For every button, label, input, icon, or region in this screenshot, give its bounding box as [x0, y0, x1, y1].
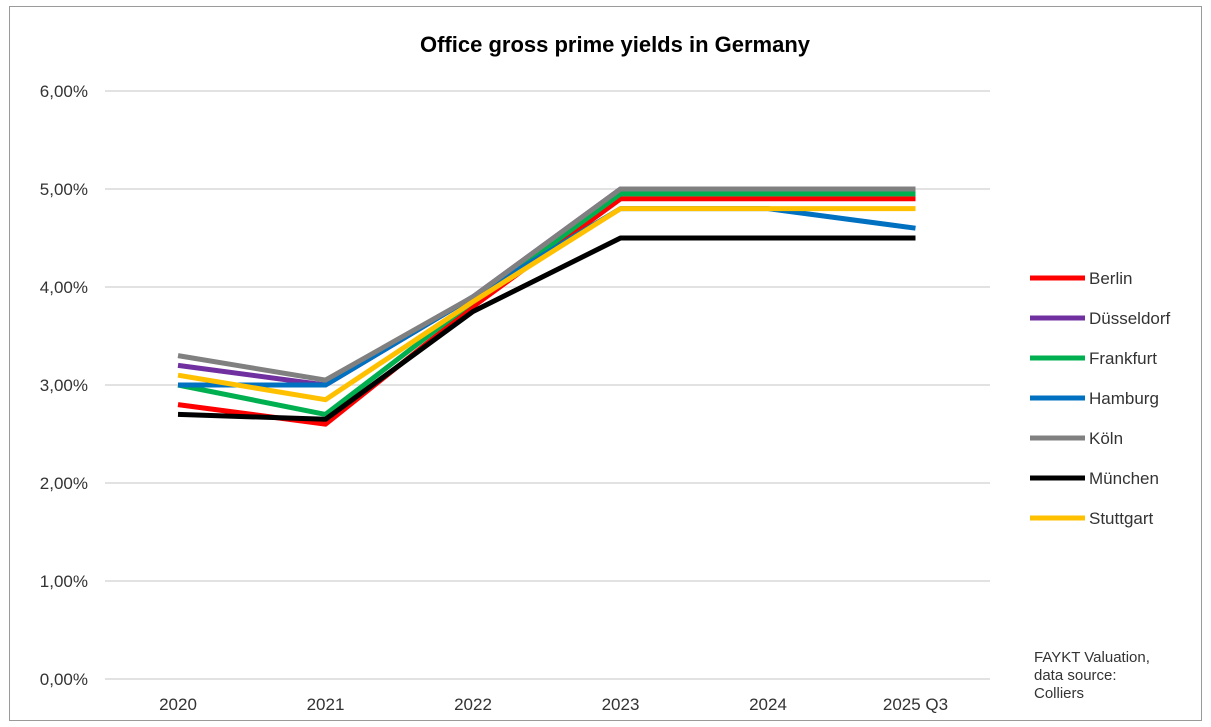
series-line-berlin: [177, 196, 916, 427]
series-line-hamburg: [178, 206, 916, 388]
axis-layer: 0,00% 1,00% 2,00% 3,00% 4,00% 5,00% 6,00% 2020 2…: [40, 82, 948, 714]
y-tick-label: 4,00%: [40, 278, 88, 297]
source-note-line: data source:: [1034, 667, 1117, 684]
series-line-köln: [177, 186, 916, 383]
x-tick-label: 2025 Q3: [883, 695, 948, 714]
y-tick-label: 1,00%: [40, 572, 88, 591]
chart-title: Office gross prime yields in Germany: [420, 32, 811, 57]
source-note: FAYKT Valuation,data source:Colliers: [1034, 649, 1150, 702]
x-tick-label: 2023: [602, 695, 640, 714]
y-tick-label: 6,00%: [40, 82, 88, 101]
legend-label: Frankfurt: [1089, 349, 1157, 368]
legend: Berlin Düsseldorf Frankfurt Hamburg Köln Münc…: [1030, 269, 1171, 528]
series-line-münchen: [177, 235, 916, 422]
source-note-line: FAYKT Valuation,: [1034, 649, 1150, 666]
legend-label: München: [1089, 469, 1159, 488]
y-tick-label: 0,00%: [40, 670, 88, 689]
series-line-frankfurt: [177, 191, 916, 417]
x-tick-label: 2020: [159, 695, 197, 714]
y-tick-label: 3,00%: [40, 376, 88, 395]
x-tick-label: 2021: [307, 695, 345, 714]
x-tick-label: 2024: [749, 695, 787, 714]
source-note-line: Colliers: [1034, 685, 1084, 702]
legend-label: Köln: [1089, 429, 1123, 448]
y-tick-label: 5,00%: [40, 180, 88, 199]
series-line-stuttgart: [177, 206, 916, 403]
y-tick-label: 2,00%: [40, 474, 88, 493]
legend-label: Düsseldorf: [1089, 309, 1171, 328]
x-tick-label: 2022: [454, 695, 492, 714]
legend-label: Hamburg: [1089, 389, 1159, 408]
legend-label: Berlin: [1089, 269, 1132, 288]
chart-frame: [9, 6, 1202, 721]
series-layer: [177, 186, 916, 427]
legend-label: Stuttgart: [1089, 509, 1154, 528]
